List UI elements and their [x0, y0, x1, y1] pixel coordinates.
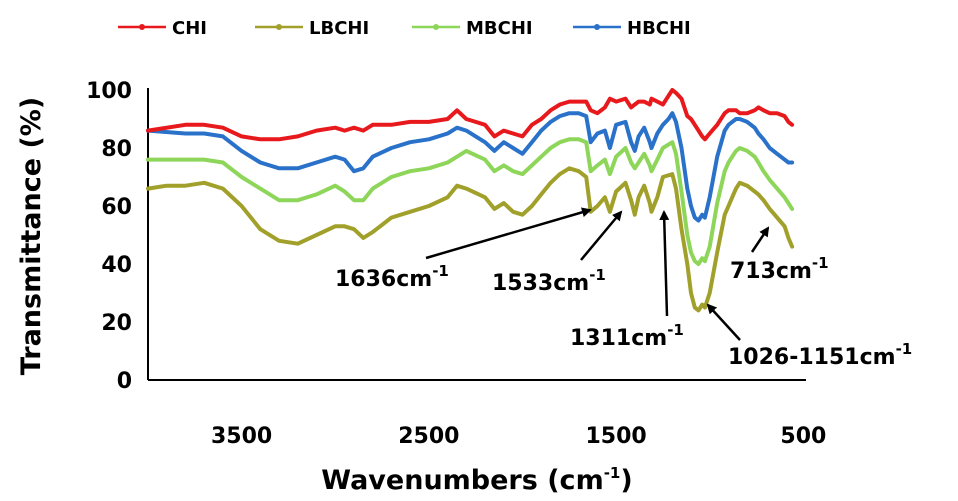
- arrow-1533: [580, 210, 623, 261]
- y-tick-label: 40: [101, 253, 132, 278]
- arrow-1026-1151: [706, 303, 741, 341]
- y-tick-label: 100: [86, 79, 132, 104]
- legend: CHI LBCHI MBCHI HBCHI: [118, 18, 691, 39]
- legend-item-chi[interactable]: CHI: [118, 18, 207, 39]
- legend-item-mbchi[interactable]: MBCHI: [412, 18, 533, 39]
- y-tick-label: 60: [101, 195, 132, 220]
- x-tick-label: 1500: [585, 424, 646, 449]
- x-axis-title-main: Wavenumbers (cm: [321, 465, 603, 496]
- annotation-1533: 1533cm-1: [492, 266, 606, 296]
- legend-label-mbchi: MBCHI: [466, 18, 533, 39]
- x-axis-title: Wavenumbers (cm-1): [321, 464, 632, 496]
- series-line-chi: [146, 88, 795, 142]
- x-tick-label: 500: [780, 424, 826, 449]
- x-axis-title-sup: -1: [604, 464, 621, 482]
- annotation-713: 713cm-1: [730, 254, 829, 284]
- y-tick-label: 20: [101, 311, 132, 336]
- y-tick-label: 80: [101, 137, 132, 162]
- legend-label-chi: CHI: [172, 18, 207, 39]
- annotations: 1636cm-1 1533cm-1 1311cm-1 1026-1151cm-1…: [335, 207, 912, 370]
- y-axis-title: Transmittance (%): [16, 97, 47, 375]
- x-tick-labels: 3500 2500 1500 500: [211, 424, 826, 449]
- arrow-713: [750, 226, 770, 253]
- legend-item-hbchi[interactable]: HBCHI: [573, 18, 691, 39]
- x-tick-label: 2500: [398, 424, 459, 449]
- y-tick-labels: 0 20 40 60 80 100: [86, 79, 132, 394]
- series-line-lbchi: [146, 166, 795, 313]
- arrow-1311: [659, 210, 670, 317]
- series-lines: [146, 88, 795, 313]
- x-tick-label: 3500: [211, 424, 272, 449]
- x-axis-title-tail: ): [620, 465, 632, 496]
- series-line-hbchi: [146, 111, 795, 223]
- annotation-1026-1151: 1026-1151cm-1: [728, 340, 912, 370]
- legend-label-lbchi: LBCHI: [309, 18, 369, 39]
- y-tick-label: 0: [117, 369, 132, 394]
- series-line-mbchi: [146, 137, 795, 266]
- annotation-1636: 1636cm-1: [335, 262, 449, 292]
- legend-label-hbchi: HBCHI: [627, 18, 691, 39]
- arrow-1636: [425, 207, 592, 260]
- annotation-1311: 1311cm-1: [570, 321, 684, 351]
- legend-item-lbchi[interactable]: LBCHI: [255, 18, 369, 39]
